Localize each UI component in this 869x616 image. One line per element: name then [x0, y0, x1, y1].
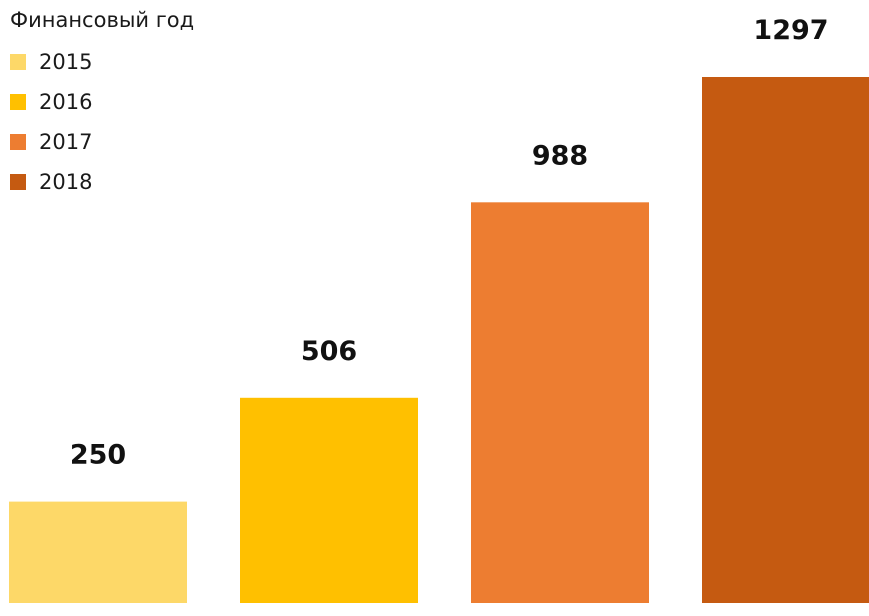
- legend-label-2018: 2018: [39, 170, 93, 194]
- data-label-2017: 988: [532, 140, 588, 171]
- data-label-2018: 1297: [753, 15, 828, 46]
- bar-2017: [471, 202, 649, 603]
- bar-2018: [702, 77, 869, 603]
- legend-swatch-2017: [10, 134, 26, 150]
- legend-swatch-2015: [10, 54, 26, 70]
- legend-swatch-2018: [10, 174, 26, 190]
- legend-item-2018: 2018: [10, 162, 194, 202]
- legend-label-2015: 2015: [39, 50, 93, 74]
- legend-item-2015: 2015: [10, 42, 194, 82]
- bar-2016: [240, 397, 418, 603]
- data-label-2015: 250: [70, 440, 126, 471]
- legend-label-2017: 2017: [39, 130, 93, 154]
- legend-item-2017: 2017: [10, 122, 194, 162]
- legend-swatch-2016: [10, 94, 26, 110]
- legend: Финансовый год 2015 2016 2017 2018: [10, 8, 194, 202]
- bar-2015: [9, 501, 187, 603]
- legend-title: Финансовый год: [10, 8, 195, 32]
- legend-label-2016: 2016: [39, 90, 93, 114]
- data-label-2016: 506: [301, 336, 357, 367]
- legend-item-2016: 2016: [10, 82, 194, 122]
